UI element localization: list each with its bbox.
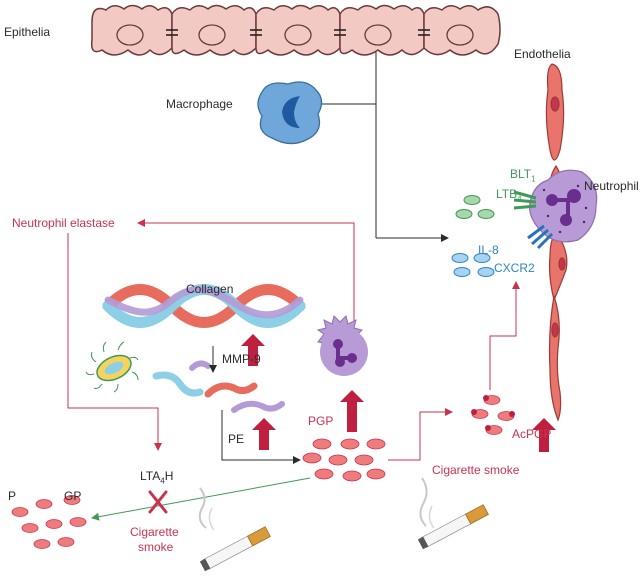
pgp-label: PGP [308,414,334,428]
epithelial-layer [90,4,501,56]
collagen-fragments [152,360,285,413]
acpgp-peptides [471,395,515,435]
cigarette-smoke-right-label: Cigarette smoke [432,463,520,477]
collagen-helix [102,284,306,328]
increase-arrows [241,334,556,452]
il8-molecules [451,253,495,277]
macrophage-label: Macrophage [166,97,233,111]
neutrophil-label: Neutrophil [584,179,639,193]
cigarette-left-icon [198,487,271,572]
activated-neutrophil [316,315,368,376]
acpgp-label: AcPGP [512,427,552,441]
pe-arrow [221,410,301,464]
pe-label: PE [228,432,245,446]
neutrophil-cell [513,169,598,250]
cigarette-smoke-left-line1: Cigarette [130,525,179,539]
cigarette-right-icon [417,477,489,550]
lta4h-label: LTA4H [140,469,174,486]
collagen-label: Collagen [186,282,234,296]
p-label: P [8,489,17,503]
blt1-label: BLT1 [510,167,536,184]
pgp-peptides [302,438,386,482]
endothelia-label: Endothelia [514,47,571,61]
cigarette-smoke-left-line2: smoke [138,540,174,554]
il8-label: IL-8 [478,243,499,257]
pathway-arrows-red [67,219,520,461]
degradation-arrow [91,477,311,521]
ltb4-molecules [455,195,495,219]
bacterium [85,341,139,393]
signal-connector [322,52,449,242]
mmp9-label: MMP-9 [222,352,261,366]
degraded-peptides [11,495,87,549]
macrophage-cell [257,81,323,145]
gp-label: GP [64,489,82,503]
neutrophil-elastase-label: Neutrophil elastase [12,216,115,230]
ltb4-label: LTB4 [496,187,522,204]
cxcr2-label: CXCR2 [494,261,535,275]
epithelia-label: Epithelia [4,25,51,39]
inhibition-x-icon [148,490,168,514]
